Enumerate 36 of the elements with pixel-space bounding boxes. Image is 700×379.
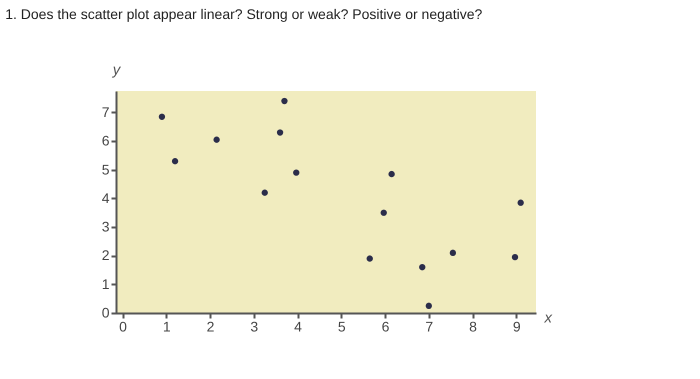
point xyxy=(380,210,387,216)
point xyxy=(518,200,524,206)
point xyxy=(281,98,288,104)
x-tick-label: 4 xyxy=(294,318,302,334)
point xyxy=(419,264,426,270)
point xyxy=(158,114,166,120)
x-axis-title: x xyxy=(544,310,552,326)
point xyxy=(172,158,178,164)
y-tick-label: 4 xyxy=(102,190,110,206)
y-tick-label: 3 xyxy=(102,218,110,235)
point xyxy=(276,129,284,136)
x-tick-label: 3 xyxy=(250,318,258,334)
x-tick-label: 7 xyxy=(425,318,434,334)
y-tick-label: 5 xyxy=(102,161,110,178)
y-tick-label: 6 xyxy=(102,132,110,149)
point xyxy=(426,302,432,309)
point xyxy=(512,254,518,260)
point xyxy=(366,255,373,262)
y-tick-label: 7 xyxy=(102,104,110,120)
x-tick-label: 0 xyxy=(119,318,128,334)
point xyxy=(388,170,395,178)
x-tick-label: 8 xyxy=(469,318,478,334)
y-tick-label: 0 xyxy=(102,304,110,320)
x-tick-label: 5 xyxy=(338,318,346,334)
x-tick-label: 9 xyxy=(512,318,521,334)
x-tick-label: 2 xyxy=(206,318,215,334)
y-axis-title: y xyxy=(112,62,122,78)
x-tick-label: 1 xyxy=(162,318,171,334)
x-tick-label: 6 xyxy=(382,318,390,334)
y-tick-label: 2 xyxy=(102,247,110,264)
chart-title: 1. Does the scatter plot appear linear? Strong or weak? Positive or negative? xyxy=(5,6,482,22)
point xyxy=(262,190,268,196)
point xyxy=(293,169,300,176)
point xyxy=(450,250,456,256)
y-tick-label: 1 xyxy=(102,276,110,292)
point xyxy=(213,136,220,143)
